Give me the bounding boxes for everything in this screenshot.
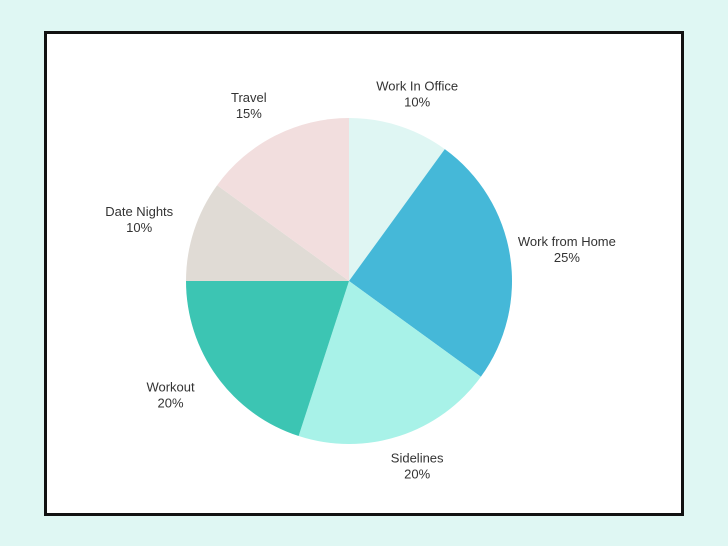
slice-value-label: 15% [236, 106, 262, 121]
slice-label: Travel [231, 90, 267, 105]
slice-value-label: 10% [126, 220, 152, 235]
slice-value-label: 20% [404, 466, 430, 481]
slice-label: Date Nights [105, 204, 173, 219]
slice-value-label: 20% [158, 395, 184, 410]
slice-value-label: 25% [554, 250, 580, 265]
slice-label: Sidelines [391, 450, 444, 465]
slice-label: Work In Office [376, 78, 458, 93]
pie-slice [349, 149, 512, 377]
pie-slice [186, 281, 349, 437]
slice-label: Workout [146, 379, 195, 394]
pie-slice [298, 281, 481, 444]
slice-label: Work from Home [518, 234, 616, 249]
pie-slice [186, 185, 349, 281]
slice-value-label: 10% [404, 94, 430, 109]
pie-slice [217, 118, 349, 281]
pie-slice [349, 118, 445, 281]
